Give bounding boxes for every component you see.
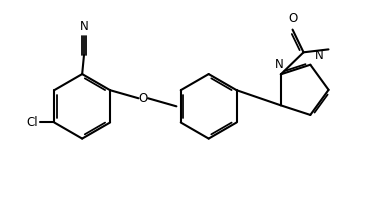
Text: N: N: [315, 49, 323, 62]
Text: Cl: Cl: [26, 116, 38, 129]
Text: N: N: [80, 20, 88, 33]
Text: O: O: [139, 92, 148, 105]
Text: O: O: [288, 12, 297, 25]
Text: N: N: [274, 58, 284, 71]
